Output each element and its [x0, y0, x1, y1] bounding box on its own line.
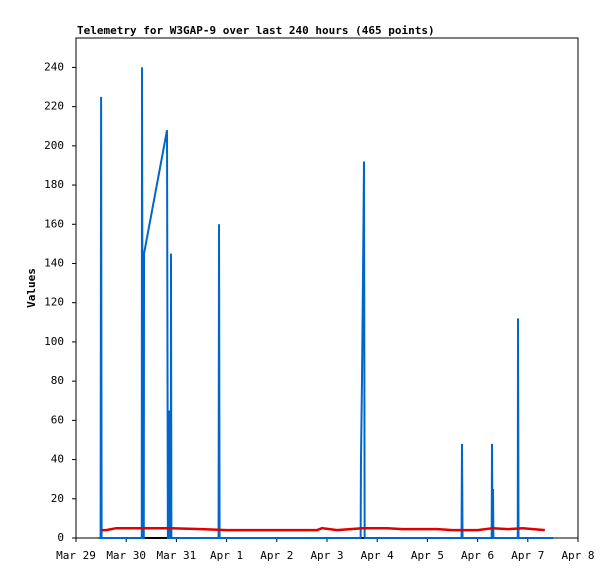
x-tick-label: Apr 7 [511, 549, 544, 562]
y-tick-label: 140 [44, 256, 64, 269]
y-tick-label: 220 [44, 100, 64, 113]
x-tick-label: Apr 2 [260, 549, 293, 562]
x-tick-label: Apr 5 [411, 549, 444, 562]
y-tick-label: 100 [44, 335, 64, 348]
x-tick-label: Apr 6 [461, 549, 494, 562]
y-tick-label: 20 [51, 492, 64, 505]
y-tick-label: 80 [51, 374, 64, 387]
x-tick-label: Apr 3 [310, 549, 343, 562]
y-tick-label: 60 [51, 413, 64, 426]
series-line [101, 526, 545, 532]
y-tick-label: 0 [57, 531, 64, 544]
chart-title: Telemetry for W3GAP-9 over last 240 hour… [77, 24, 435, 37]
y-tick-label: 180 [44, 178, 64, 191]
x-tick-label: Apr 4 [361, 549, 394, 562]
series-line [98, 67, 553, 539]
x-tick-label: Mar 30 [106, 549, 146, 562]
x-tick-label: Apr 1 [210, 549, 243, 562]
x-tick-label: Mar 29 [56, 549, 96, 562]
y-axis-label: Values [25, 268, 38, 308]
y-tick-label: 120 [44, 296, 64, 309]
x-tick-label: Apr 8 [561, 549, 594, 562]
x-tick-label: Mar 31 [157, 549, 197, 562]
y-tick-label: 200 [44, 139, 64, 152]
y-tick-label: 160 [44, 217, 64, 230]
y-tick-label: 240 [44, 60, 64, 73]
y-tick-label: 40 [51, 453, 64, 466]
